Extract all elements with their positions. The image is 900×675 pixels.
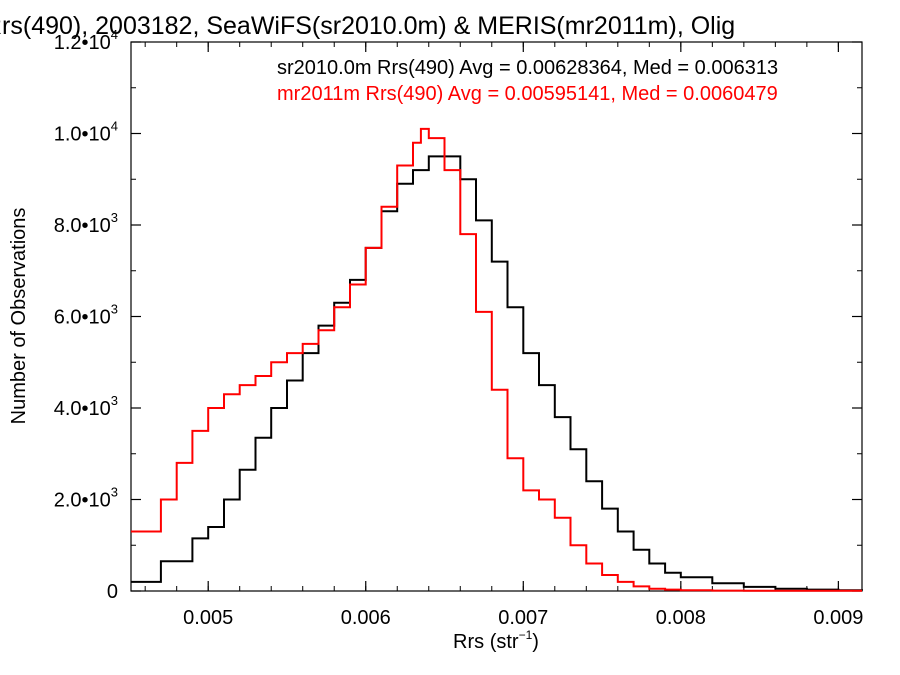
y-tick-label: 6.0•103 [54,302,118,329]
x-axis-label: Rrs (str−1) [453,628,539,653]
x-tick-labels: 0.005 0.006 0.007 0.008 0.009 [183,607,863,629]
data-series [131,127,863,592]
x-tick-label: 0.008 [656,607,706,629]
x-tick-label: 0.005 [183,607,233,629]
series-line-0 [131,155,863,592]
y-tick-labels: 0 2.0•103 4.0•103 6.0•103 8.0•103 1.0•104 1.2•… [54,27,118,603]
y-axis-label: Number of Observations [8,208,30,425]
y-tick-label: 1.0•104 [54,119,118,146]
y-tick-label: 4.0•103 [54,393,118,420]
x-tick-label: 0.009 [813,607,863,629]
y-tick-label: 8.0•103 [54,210,118,237]
series-line-1 [131,127,862,592]
x-tick-label: 0.007 [498,607,548,629]
x-tick-label: 0.006 [341,607,391,629]
plot-area [130,41,863,592]
y-tick-label: 0 [107,581,118,603]
legend-entry-black: sr2010.0m Rrs(490) Avg = 0.00628364, Med… [277,57,778,79]
y-tick-label: 2.0•103 [54,485,118,512]
y-tick-label: 1.2•104 [54,27,118,54]
axis-ticks [131,41,862,592]
chart-title: Rrs(490), 2003182, SeaWiFS(sr2010.0m) & … [0,12,735,40]
legend-entry-red: mr2011m Rrs(490) Avg = 0.00595141, Med =… [277,83,778,105]
